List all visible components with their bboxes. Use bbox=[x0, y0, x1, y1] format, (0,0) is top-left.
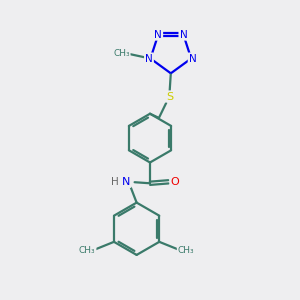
Text: N: N bbox=[154, 30, 162, 40]
Text: N: N bbox=[145, 53, 153, 64]
Text: S: S bbox=[166, 92, 173, 101]
Text: N: N bbox=[122, 177, 130, 187]
Text: N: N bbox=[179, 30, 187, 40]
Text: O: O bbox=[171, 177, 179, 187]
Text: CH₃: CH₃ bbox=[178, 246, 194, 255]
Text: CH₃: CH₃ bbox=[79, 246, 95, 255]
Text: N: N bbox=[189, 53, 196, 64]
Text: CH₃: CH₃ bbox=[113, 49, 130, 58]
Text: H: H bbox=[111, 177, 119, 187]
